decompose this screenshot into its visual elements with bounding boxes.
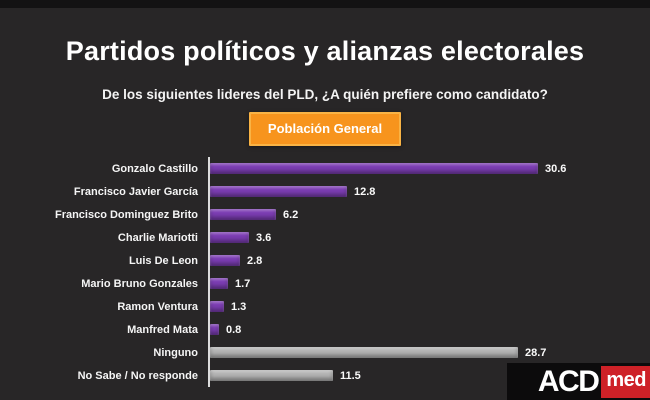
category-label: Charlie Mariotti (117, 231, 198, 244)
chart-row: Ninguno 28.7 (0, 341, 650, 364)
category-label: Ninguno (153, 346, 198, 359)
badge-row: Población General (0, 112, 650, 146)
bar (210, 232, 249, 243)
value-label: 3.6 (256, 231, 272, 244)
chart-question-subtitle: De los siguientes lideres del PLD, ¿A qu… (102, 87, 548, 102)
value-label: 0.8 (226, 323, 242, 336)
category-label: Francisco Dominguez Brito (54, 208, 198, 221)
bar (210, 324, 219, 335)
category-label: Gonzalo Castillo (111, 162, 198, 175)
chart-row: Manfred Mata 0.8 (0, 318, 650, 341)
acdmed-logo: ACD med (507, 363, 650, 400)
bar (210, 255, 240, 266)
chart-row: Charlie Mariotti 3.6 (0, 226, 650, 249)
chart-row: Ramon Ventura 1.3 (0, 295, 650, 318)
value-label: 30.6 (545, 162, 567, 175)
bar (210, 278, 228, 289)
bar-area: 1.7 (208, 272, 650, 295)
bar (210, 301, 224, 312)
value-label: 12.8 (354, 185, 376, 198)
poblacion-general-badge[interactable]: Población General (248, 112, 402, 146)
value-label: 11.5 (340, 369, 361, 382)
logo-text-acd: ACD (537, 365, 600, 398)
category-label: Francisco Javier García (73, 185, 198, 198)
chart-row: Francisco Javier García 12.8 (0, 180, 650, 203)
page-title: Partidos políticos y alianzas electorale… (65, 36, 585, 66)
category-label: Mario Bruno Gonzales (81, 277, 198, 290)
logo-text-med: med (601, 365, 650, 398)
value-label: 1.7 (235, 277, 251, 290)
bar (210, 186, 347, 197)
chart-row: Luis De Leon 2.8 (0, 249, 650, 272)
bar-area: 30.6 (208, 157, 650, 180)
value-label: 1.3 (231, 300, 247, 313)
chart-row: No Sabe / No responde 11.5 (0, 364, 650, 387)
top-letterbox-strip (0, 0, 650, 8)
chart-row: Francisco Dominguez Brito 6.2 (0, 203, 650, 226)
category-label: Manfred Mata (127, 323, 198, 336)
value-label: 2.8 (247, 254, 263, 267)
bar-area: 1.3 (208, 295, 650, 318)
value-label: 6.2 (283, 208, 299, 221)
bar-area: 6.2 (208, 203, 650, 226)
bar-area: 0.8 (208, 318, 650, 341)
category-label: Ramon Ventura (117, 300, 198, 313)
bar-area: 11.5 (208, 364, 650, 387)
bar (210, 347, 518, 358)
value-label: 28.7 (525, 346, 547, 359)
bar-area: 3.6 (208, 226, 650, 249)
bar-area: 2.8 (208, 249, 650, 272)
bar (210, 209, 276, 220)
bar (210, 370, 333, 381)
bar-chart: Gonzalo Castillo 30.6 Francisco Javier G… (0, 157, 650, 387)
bar-area: 12.8 (208, 180, 650, 203)
category-label: Luis De Leon (128, 254, 198, 267)
chart-row: Mario Bruno Gonzales 1.7 (0, 272, 650, 295)
bar (210, 163, 538, 174)
bar-area: 28.7 (208, 341, 650, 364)
chart-row: Gonzalo Castillo 30.6 (0, 157, 650, 180)
category-label: No Sabe / No responde (77, 369, 198, 382)
